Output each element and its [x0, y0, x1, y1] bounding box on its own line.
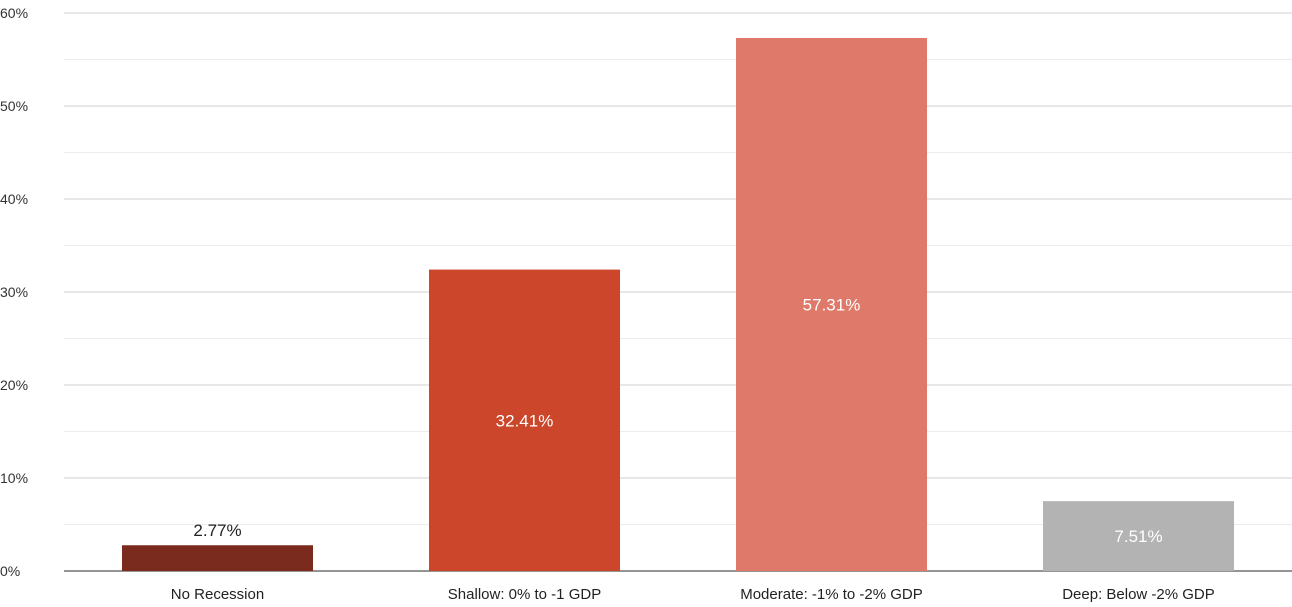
bar-3	[1043, 501, 1234, 571]
y-tick-label: 20%	[0, 377, 28, 393]
y-tick-label: 0%	[0, 563, 20, 579]
y-axis-ticks: 0% 10% 20% 30% 40% 50% 60%	[0, 5, 28, 579]
bar-0	[122, 545, 313, 571]
data-label-1: 32.41%	[496, 411, 554, 430]
data-label-3: 7.51%	[1114, 527, 1162, 546]
bar-2	[736, 38, 927, 572]
category-label-2: Moderate: -1% to -2% GDP	[740, 586, 923, 603]
bar-1	[429, 269, 620, 571]
bars	[122, 38, 1234, 572]
data-label-0: 2.77%	[193, 521, 241, 540]
data-label-2: 57.31%	[803, 296, 861, 315]
category-label-1: Shallow: 0% to -1 GDP	[448, 586, 601, 603]
category-label-0: No Recession	[171, 586, 264, 603]
y-tick-label: 40%	[0, 191, 28, 207]
y-tick-label: 10%	[0, 470, 28, 486]
y-tick-label: 30%	[0, 284, 28, 300]
data-labels: 2.77% 32.41% 57.31% 7.51%	[193, 296, 1162, 547]
y-tick-label: 50%	[0, 98, 28, 114]
category-label-3: Deep: Below -2% GDP	[1062, 586, 1215, 603]
y-tick-label: 60%	[0, 5, 28, 21]
grid-lines	[64, 12, 1292, 572]
x-axis-categories: No Recession Shallow: 0% to -1 GDP Moderat…	[171, 586, 1215, 603]
